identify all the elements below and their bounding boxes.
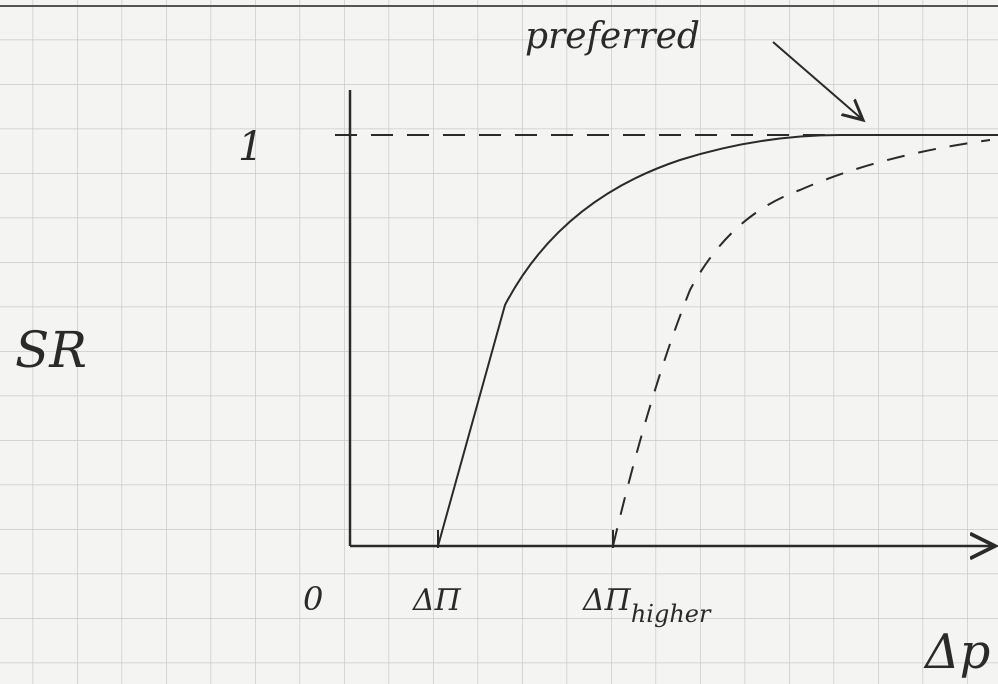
delta-pi-higher-base: ΔΠ	[582, 583, 632, 618]
delta-pi-higher-subscript: higher	[631, 600, 712, 628]
x-axis-label: Δp	[923, 624, 990, 680]
y-axis-label: SR	[15, 321, 87, 379]
grid-paper	[0, 0, 998, 684]
delta-pi-label: ΔΠ	[412, 583, 462, 618]
one-label: 1	[238, 124, 263, 170]
preferred-label: preferred	[525, 16, 700, 57]
sketch: preferred 1 SR 0 ΔΠ ΔΠhigher Δp	[0, 0, 998, 684]
page: preferred 1 SR 0 ΔΠ ΔΠhigher Δp (() => {…	[0, 0, 998, 684]
origin-label: 0	[303, 580, 323, 618]
